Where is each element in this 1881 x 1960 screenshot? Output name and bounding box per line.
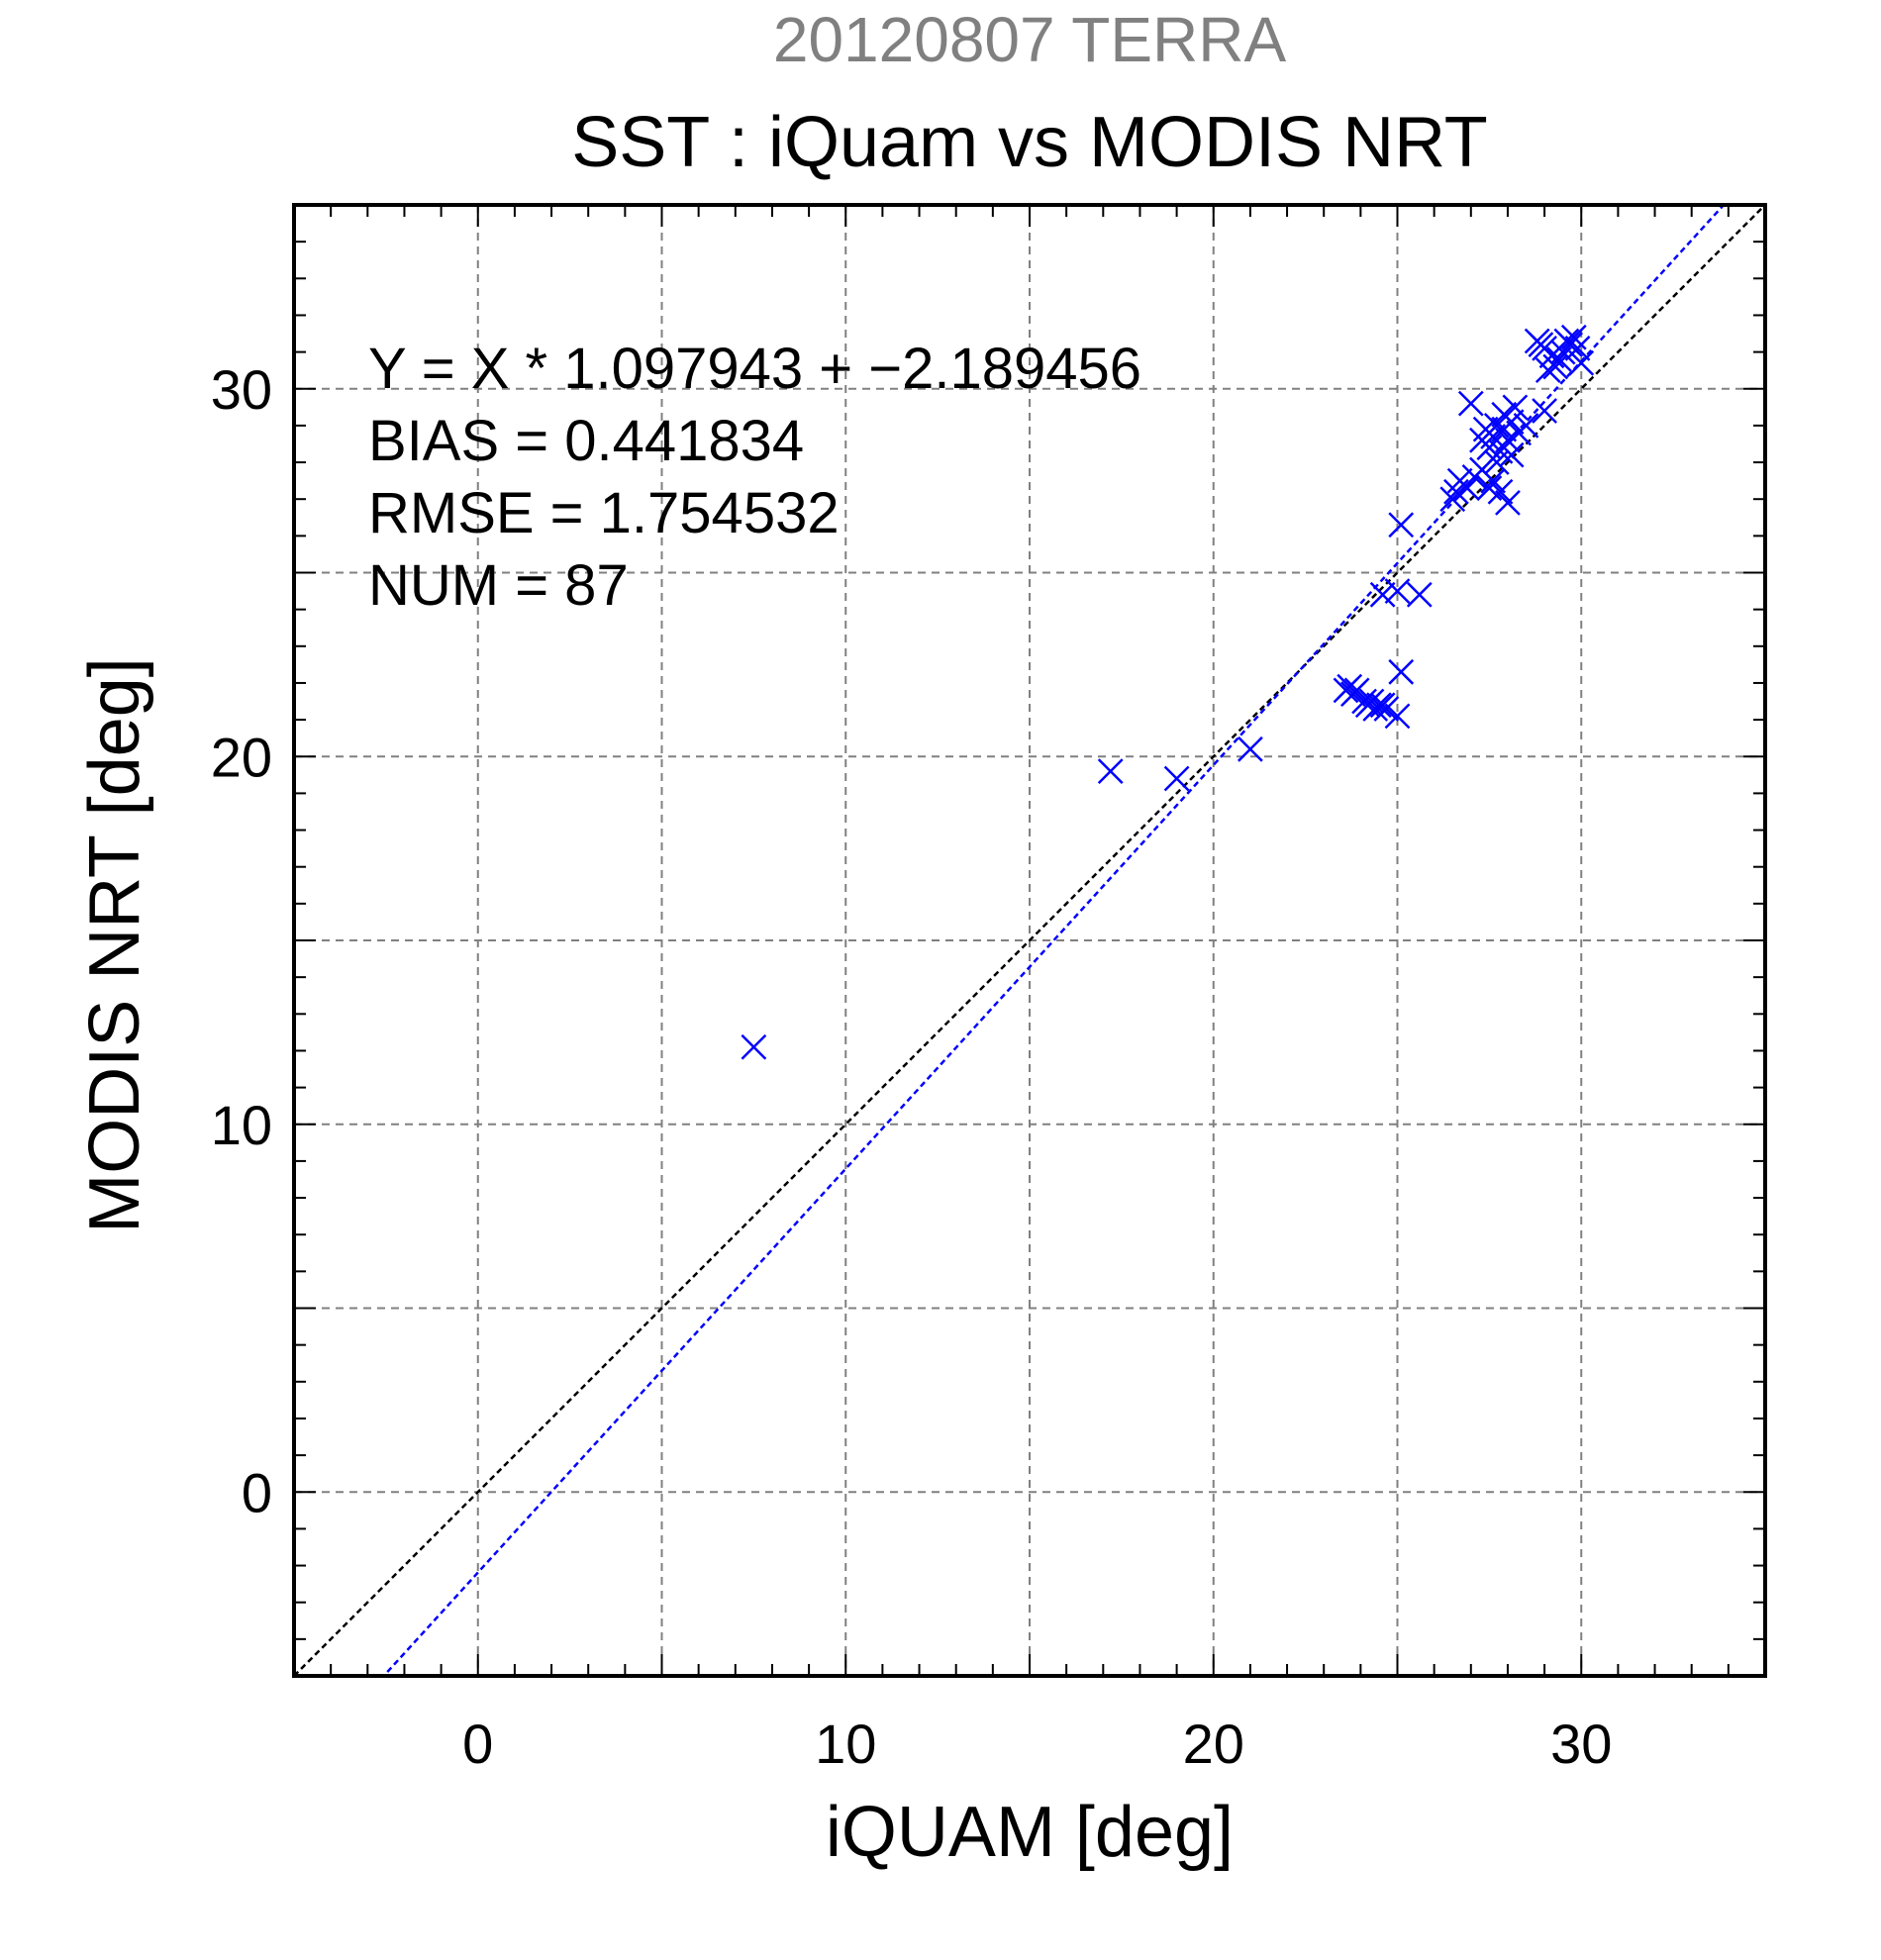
data-point [1498,441,1525,468]
data-point [1542,353,1569,380]
x-tick-label: 30 [1550,1713,1612,1775]
x-tick-label: 0 [462,1713,493,1775]
y-axis-label: MODIS NRT [deg] [75,657,154,1233]
data-point [1406,581,1433,608]
stats-line: RMSE = 1.754532 [368,481,840,545]
stats-line: NUM = 87 [368,553,629,618]
data-point [1532,398,1557,424]
data-point [1480,467,1506,494]
data-point [1384,703,1411,730]
data-point [1388,512,1415,539]
x-tick-label: 10 [815,1713,876,1775]
data-point [1546,346,1572,372]
data-point [1369,581,1396,608]
chart-title: SST : iQuam vs MODIS NRT [571,103,1488,182]
data-point [1097,758,1124,784]
data-point [1373,696,1400,722]
data-point [1502,394,1529,421]
identity-line [294,205,1765,1676]
data-point [1454,475,1480,501]
y-tick-label: 10 [211,1094,272,1156]
data-point [1568,349,1595,376]
y-tick-label: 30 [211,358,272,421]
data-point [1439,486,1466,513]
data-point [1487,478,1514,505]
data-point [1238,735,1263,762]
data-point [741,1033,767,1060]
data-points [741,324,1595,1060]
data-point [1388,658,1415,685]
regression-line [381,205,1726,1676]
x-axis-label: iQUAM [deg] [826,1793,1234,1872]
data-point [1557,332,1583,358]
data-point [1384,578,1411,604]
chart-supertitle: 20120807 TERRA [773,4,1287,75]
data-point [1163,765,1190,792]
data-point [1495,490,1521,516]
data-point [1457,390,1484,417]
data-point [1564,336,1591,361]
data-point [1366,692,1392,719]
data-point [1513,413,1539,439]
stats-annotation: Y = X * 1.097943 + −2.189456 BIAS = 0.441… [368,337,1141,618]
data-point [1498,409,1525,436]
x-tick-label: 20 [1183,1713,1244,1775]
reference-lines [294,205,1765,1676]
y-tick-label: 0 [242,1461,272,1523]
stats-line: BIAS = 0.441834 [368,409,804,473]
stats-line: Y = X * 1.097943 + −2.189456 [368,337,1141,401]
axes: 0 10 20 30 0 10 20 30 [211,203,1767,1775]
y-tick-label: 20 [211,726,272,788]
